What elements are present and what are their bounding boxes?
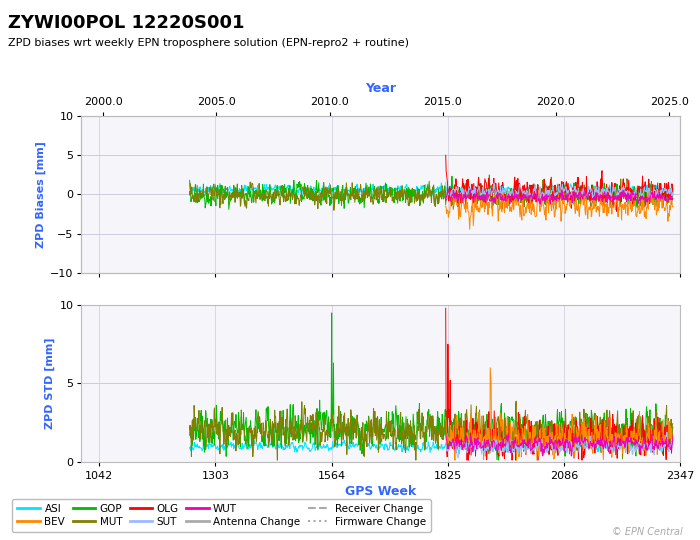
Legend: ASI, BEV, GOP, MUT, OLG, SUT, WUT, Antenna Change, Receiver Change, Firmware Cha: ASI, BEV, GOP, MUT, OLG, SUT, WUT, Anten… [12, 498, 431, 532]
Text: ZYWI00POL 12220S001: ZYWI00POL 12220S001 [8, 14, 245, 31]
X-axis label: Year: Year [365, 82, 396, 94]
X-axis label: GPS Week: GPS Week [345, 485, 416, 498]
Text: ZPD biases wrt weekly EPN troposphere solution (EPN-repro2 + routine): ZPD biases wrt weekly EPN troposphere so… [8, 38, 409, 48]
Y-axis label: ZPD Biases [mm]: ZPD Biases [mm] [36, 141, 46, 248]
Text: © EPN Central: © EPN Central [612, 527, 682, 537]
Y-axis label: ZPD STD [mm]: ZPD STD [mm] [45, 338, 55, 429]
